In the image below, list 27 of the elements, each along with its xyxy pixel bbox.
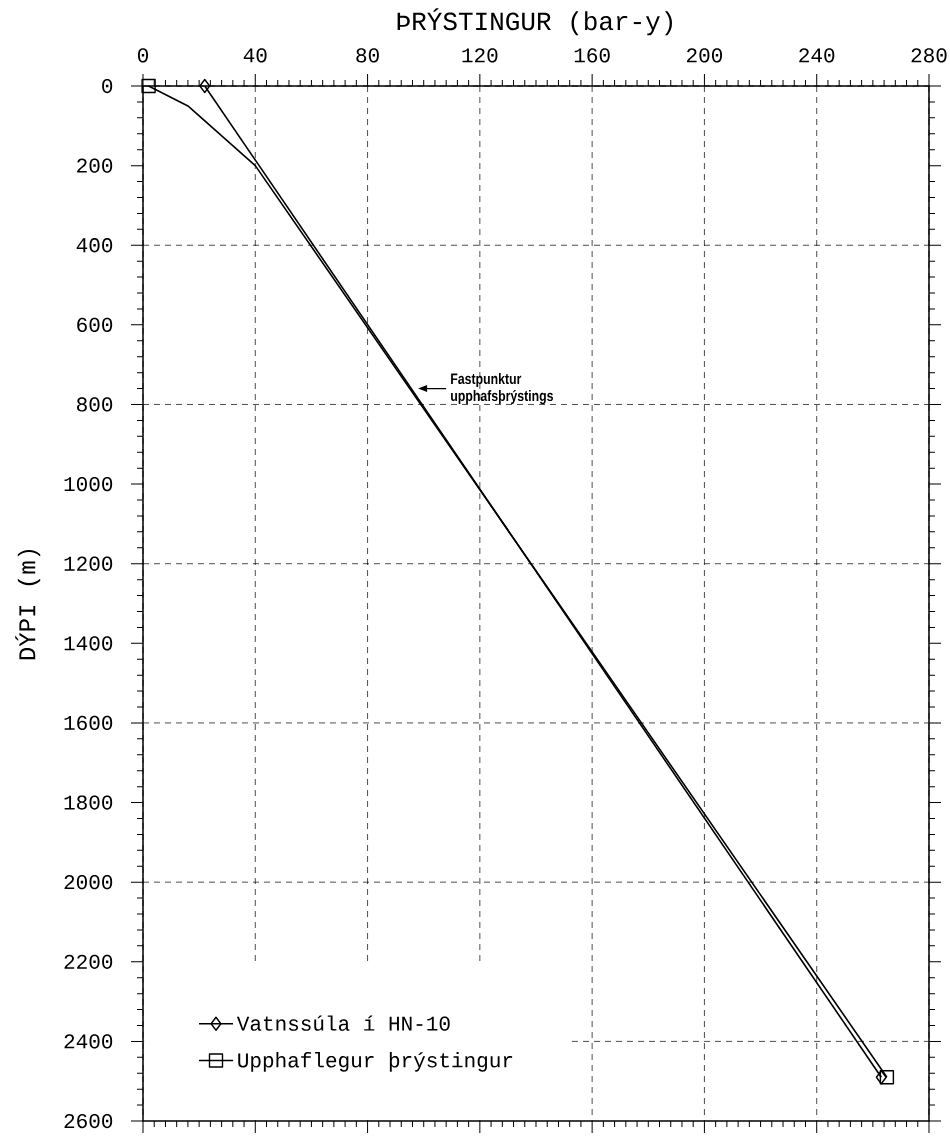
- annotation: Fastpunktur upphafsþrýstings: [451, 373, 553, 405]
- x-axis-title: ÞRÝSTINGUR (bar-y): [397, 8, 672, 36]
- y-tick-label: 2000: [64, 875, 113, 890]
- y-tick-label: 400: [76, 238, 113, 253]
- y-tick-label: 1400: [64, 636, 113, 651]
- x-tick-label: 80: [356, 48, 379, 63]
- y-tick-label: 0: [102, 78, 113, 94]
- y-tick-label: 1000: [64, 476, 113, 492]
- x-tick-label: 160: [574, 48, 610, 63]
- y-tick-label: 600: [77, 317, 113, 332]
- x-tick-label: 240: [799, 48, 835, 63]
- x-tick-label: 40: [243, 48, 267, 63]
- y-tick-label: 1600: [64, 715, 113, 731]
- y-tick-label: 2400: [64, 1034, 113, 1049]
- y-tick-label: 800: [77, 397, 113, 412]
- x-tick-label: 120: [462, 48, 498, 63]
- y-tick-label: 1800: [64, 795, 113, 810]
- y-axis-title: DÝPI (m): [15, 549, 41, 660]
- y-tick-label: 200: [77, 158, 113, 173]
- x-tick-label: 0: [137, 48, 148, 63]
- legend-label: Upphaflegur þrýstingur: [238, 1052, 513, 1072]
- y-tick-label: 2600: [64, 1113, 113, 1129]
- legend-label: Vatnssúla í HN-10: [236, 1015, 450, 1031]
- y-tick-label: 1200: [64, 556, 113, 571]
- x-tick-label: 200: [686, 48, 723, 63]
- y-tick-label: 2200: [64, 954, 113, 969]
- x-tick-label: 280: [911, 48, 947, 63]
